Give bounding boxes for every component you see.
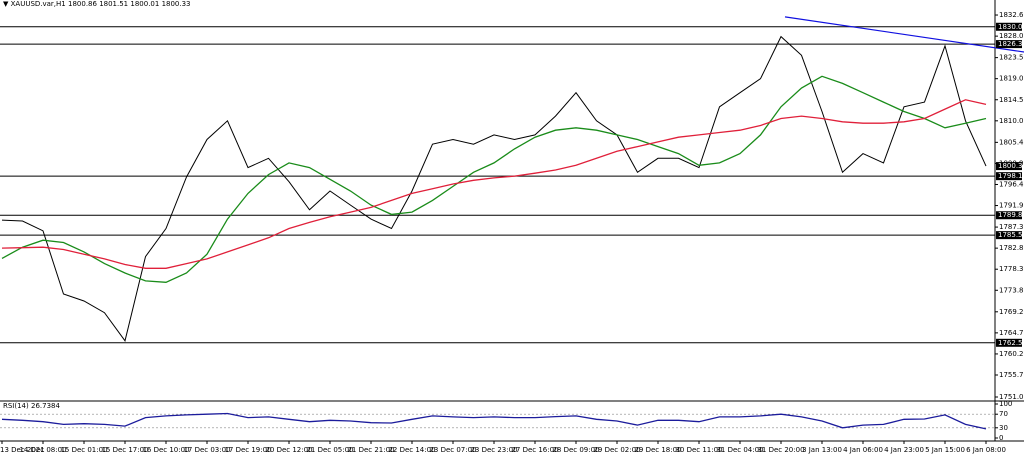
price-label: 1762.58 bbox=[998, 339, 1024, 347]
y-tick-label: 1805.40 bbox=[999, 138, 1024, 146]
x-tick-label: 6 Jan 08:00 bbox=[966, 446, 1006, 454]
y-tick-label: 1796.40 bbox=[999, 180, 1024, 188]
series-line bbox=[1, 412, 987, 430]
x-tick-label: 15 Dec 01:00 bbox=[60, 446, 107, 454]
rsi-value: 26.7384 bbox=[31, 402, 60, 410]
x-tick-label: 5 Jan 15:00 bbox=[925, 446, 965, 454]
x-tick-label: 14 Dec 08:00 bbox=[19, 446, 66, 454]
series-line bbox=[1, 99, 987, 269]
x-tick-label: 13 Dec 2021 bbox=[0, 446, 45, 454]
x-tick-label: 27 Dec 16:00 bbox=[511, 446, 558, 454]
series-line bbox=[1, 75, 987, 283]
y-tick-label: 1760.20 bbox=[999, 350, 1024, 358]
y-tick-label: 1819.00 bbox=[999, 75, 1024, 83]
price-label: 1826.39 bbox=[998, 40, 1024, 48]
price-label: 1800.33 bbox=[998, 162, 1024, 170]
price-label-box bbox=[996, 40, 1022, 49]
high: 1801.51 bbox=[99, 0, 128, 8]
price-label-box bbox=[996, 211, 1022, 220]
y-tick-label: 1764.70 bbox=[999, 329, 1024, 337]
x-tick-label: 29 Dec 02:00 bbox=[593, 446, 640, 454]
y-tick-label: 100 bbox=[999, 400, 1012, 408]
symbol: XAUUSD.var,H1 bbox=[11, 0, 66, 8]
rsi-header: RSI(14) 26.7384 bbox=[3, 402, 60, 410]
x-tick-label: 4 Jan 06:00 bbox=[843, 446, 883, 454]
y-tick-label: 1773.80 bbox=[999, 286, 1024, 294]
x-tick-label: 21 Dec 05:00 bbox=[306, 446, 353, 454]
y-tick-label: 0 bbox=[999, 434, 1003, 442]
y-tick-label: 1755.70 bbox=[999, 371, 1024, 379]
x-tick-label: 17 Dec 19:00 bbox=[224, 446, 271, 454]
price-label: 1785.58 bbox=[998, 231, 1024, 239]
price-label-box bbox=[996, 162, 1022, 171]
x-tick-label: 28 Dec 09:00 bbox=[552, 446, 599, 454]
x-tick-label: 20 Dec 12:00 bbox=[265, 446, 312, 454]
y-tick-label: 1832.60 bbox=[999, 11, 1024, 19]
price-label-box bbox=[996, 22, 1022, 31]
rsi-title: RSI(14) bbox=[3, 402, 29, 410]
header: ▼ XAUUSD.var,H1 1800.86 1801.51 1800.01 … bbox=[3, 0, 191, 8]
x-tick-label: 21 Dec 21:00 bbox=[347, 446, 394, 454]
close: 1800.33 bbox=[162, 0, 191, 8]
x-tick-label: 29 Dec 18:00 bbox=[634, 446, 681, 454]
open: 1800.86 bbox=[68, 0, 97, 8]
series-line bbox=[1, 35, 987, 342]
price-label-box bbox=[996, 338, 1022, 347]
y-tick-label: 1814.50 bbox=[999, 96, 1024, 104]
x-tick-label: 31 Dec 04:00 bbox=[716, 446, 763, 454]
x-tick-label: 16 Dec 10:00 bbox=[142, 446, 189, 454]
y-tick-label: 1828.09 bbox=[999, 32, 1024, 40]
x-tick-label: 4 Jan 23:00 bbox=[884, 446, 924, 454]
x-tick-label: 3 Jan 13:00 bbox=[802, 446, 842, 454]
trendline bbox=[784, 16, 1024, 53]
x-tick-label: 23 Dec 07:00 bbox=[429, 446, 476, 454]
x-tick-label: 23 Dec 23:00 bbox=[470, 446, 517, 454]
y-tick-label: 1787.30 bbox=[999, 223, 1024, 231]
y-tick-label: 1810.00 bbox=[999, 117, 1024, 125]
low: 1800.01 bbox=[130, 0, 159, 8]
price-label: 1789.83 bbox=[998, 211, 1024, 219]
x-tick-label: 30 Dec 11:00 bbox=[675, 446, 722, 454]
y-tick-label: 1778.30 bbox=[999, 265, 1024, 273]
price-label-box bbox=[996, 172, 1022, 181]
x-tick-label: 17 Dec 03:00 bbox=[183, 446, 230, 454]
y-tick-label: 1823.50 bbox=[999, 54, 1024, 62]
x-tick-label: 31 Dec 20:00 bbox=[757, 446, 804, 454]
price-label-box bbox=[996, 231, 1022, 240]
x-tick-label: 15 Dec 17:00 bbox=[101, 446, 148, 454]
price-label: 1830.09 bbox=[998, 23, 1024, 31]
y-tick-label: 1791.90 bbox=[999, 202, 1024, 210]
y-tick-label: 70 bbox=[999, 410, 1008, 418]
price-label: 1798.18 bbox=[998, 172, 1024, 180]
x-tick-label: 22 Dec 14:00 bbox=[388, 446, 435, 454]
y-tick-label: 30 bbox=[999, 424, 1008, 432]
y-tick-label: 1751.00 bbox=[999, 393, 1024, 401]
y-tick-label: 1782.80 bbox=[999, 244, 1024, 252]
y-tick-label: 1769.20 bbox=[999, 308, 1024, 316]
